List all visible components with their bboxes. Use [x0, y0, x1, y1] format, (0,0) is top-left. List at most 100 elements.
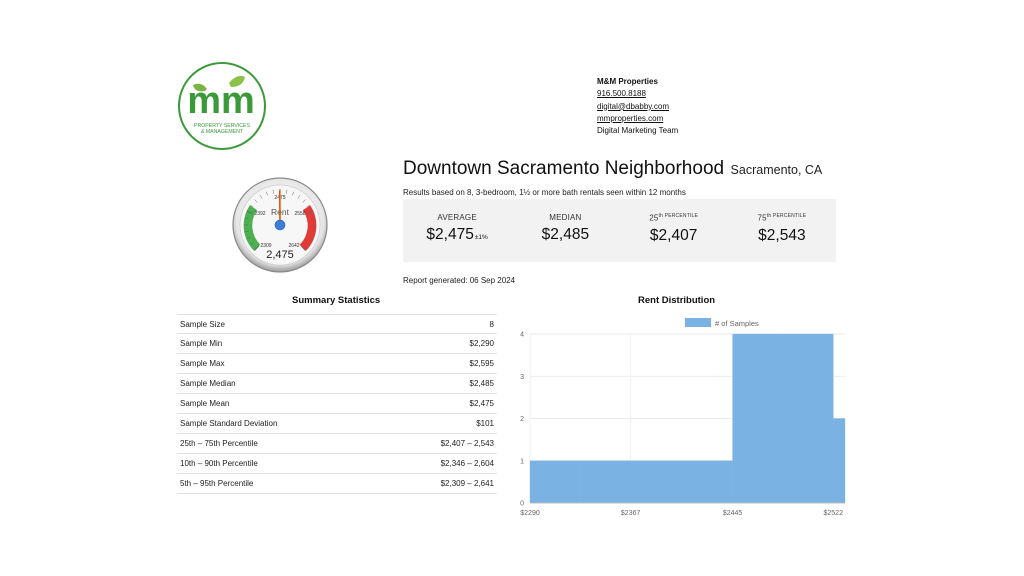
histogram-bar — [833, 418, 846, 504]
gauge-tick-mark — [307, 210, 314, 214]
gauge-tick-mark — [311, 230, 316, 233]
gauge-tick-mark — [306, 204, 311, 208]
summary-row: Sample Median $2,485 — [177, 374, 497, 394]
gauge-tick-mark — [306, 242, 311, 246]
results-subtitle: Results based on 8, 3-bedroom, 1½ or mor… — [403, 188, 686, 197]
gauge-tick-mark — [249, 242, 254, 246]
website-link[interactable]: mmproperties.com — [597, 113, 664, 123]
summary-row-label: 25th – 75th Percentile — [180, 439, 258, 448]
stat-median-value: $2,485 — [541, 226, 590, 243]
gauge-tick-mark — [311, 217, 316, 220]
histogram-bar — [732, 333, 784, 504]
gauge-tick-mark — [285, 189, 288, 194]
gauge-tick-bottom-right: 2642 — [288, 243, 299, 249]
rent-gauge: 2475 2392 2558 2309 2642 Rent 2,475 — [232, 177, 328, 273]
location-label: Sacramento, CA — [730, 163, 823, 177]
y-tick-label: 1 — [520, 458, 524, 465]
gauge-green-band — [243, 205, 261, 251]
stat-p75: 75th PERCENTILE $2,543 — [728, 199, 836, 262]
histogram-bar — [580, 460, 631, 504]
legend-swatch — [685, 318, 711, 327]
gauge-tick-left: 2392 — [254, 211, 265, 217]
summary-row: Sample Min $2,290 — [177, 334, 497, 354]
x-tick-label: $2522 — [824, 510, 844, 517]
stat-average-value: $2,475 — [426, 226, 474, 243]
summary-row-label: 10th – 90th Percentile — [180, 459, 258, 468]
summary-row-label: Sample Min — [180, 339, 223, 348]
stat-p75-suffix: th PERCENTILE — [766, 213, 807, 219]
y-tick-label: 0 — [520, 501, 524, 508]
stat-p25: 25th PERCENTILE $2,407 — [620, 199, 728, 262]
summary-row-label: Sample Standard Deviation — [180, 419, 278, 428]
logo-tagline-line1: PROPERTY SERVICES — [194, 123, 250, 129]
summary-row-value: $2,290 — [469, 339, 494, 348]
key-stats-panel: AVERAGE $2,475±1% MEDIAN $2,485 25th PER… — [403, 199, 836, 262]
summary-row-value: $2,407 – 2,543 — [440, 439, 494, 448]
summary-row-value: $2,346 – 2,604 — [440, 459, 494, 468]
gauge-tick-mark — [244, 217, 249, 220]
summary-row-value: $2,595 — [469, 359, 494, 368]
gauge-hub — [274, 219, 286, 231]
stat-median-label: MEDIAN — [549, 213, 582, 222]
gauge-tick-mark — [246, 237, 251, 240]
stat-p25-value: $2,407 — [649, 226, 698, 244]
x-tick-label: $2445 — [723, 510, 743, 517]
gauge-tick-right: 2558 — [294, 211, 305, 217]
logo-tagline-line2: & MANAGEMENT — [201, 129, 244, 135]
summary-row-label: Sample Mean — [180, 399, 230, 408]
company-name: M&M Properties — [597, 77, 658, 86]
phone-link[interactable]: 916.500.8188 — [597, 89, 646, 99]
histogram-bar — [630, 460, 682, 504]
histogram-bar — [681, 460, 733, 504]
summary-row: 5th – 95th Percentile $2,309 – 2,641 — [177, 474, 497, 494]
gauge-ticks — [244, 189, 316, 251]
histogram-bar — [529, 460, 581, 504]
y-tick-label: 4 — [520, 332, 524, 339]
contact-block: M&M Properties 916.500.8188 digital@dbab… — [597, 76, 678, 137]
gauge-tick-mark — [300, 245, 306, 251]
summary-title: Summary Statistics — [292, 295, 381, 306]
page-title: Downtown Sacramento Neighborhood Sacrame… — [403, 158, 822, 180]
summary-row: Sample Mean $2,475 — [177, 394, 497, 414]
summary-row-value: $2,309 – 2,641 — [440, 479, 494, 488]
email-link[interactable]: digital@dbabby.com — [597, 101, 670, 111]
stat-p25-prefix: 25 — [649, 213, 659, 223]
summary-row-value: $2,475 — [469, 399, 494, 408]
gauge-value: 2,475 — [266, 249, 294, 261]
gauge-tick-mark — [246, 210, 253, 214]
summary-row: Sample Standard Deviation $101 — [177, 414, 497, 434]
rent-distribution-chart: 0 1 2 3 4 $2290 $2367 $2445 $2522 # of Samples — [520, 318, 846, 517]
summary-row-label: Sample Max — [180, 359, 225, 368]
team-name: Digital Marketing Team — [597, 126, 679, 136]
gauge-tick-bottom-left: 2309 — [260, 243, 271, 249]
summary-table: Sample Size 8 Sample Min $2,290 Sample Max $2… — [177, 314, 497, 494]
summary-row-value: 8 — [489, 319, 494, 329]
summary-row: 10th – 90th Percentile $2,346 – 2,604 — [177, 454, 497, 474]
summary-row-value: $101 — [476, 419, 494, 428]
x-tick-label: $2290 — [520, 510, 540, 517]
summary-row-value: $2,485 — [469, 379, 494, 388]
gauge-tick-mark — [244, 230, 249, 233]
gauge-tick-mark — [265, 191, 268, 196]
stat-average: AVERAGE $2,475±1% — [403, 199, 511, 262]
stat-average-label: AVERAGE — [437, 213, 477, 222]
stat-median: MEDIAN $2,485 — [511, 199, 619, 262]
leaf-icon — [193, 83, 207, 92]
gauge-tick-mark — [297, 194, 301, 199]
stat-p25-suffix: th PERCENTILE — [658, 213, 699, 219]
report-generated-date: Report generated: 06 Sep 2024 — [403, 276, 516, 285]
summary-row-label: Sample Size — [180, 319, 225, 329]
histogram-bar — [782, 333, 834, 504]
summary-row: 25th – 75th Percentile $2,407 – 2,543 — [177, 434, 497, 454]
chart-title: Rent Distribution — [638, 295, 716, 306]
summary-row-label: Sample Median — [180, 379, 236, 388]
legend-label: # of Samples — [715, 319, 759, 328]
summary-row-label: 5th – 95th Percentile — [180, 479, 254, 488]
leaf-icon — [229, 75, 245, 87]
stat-p75-prefix: 75 — [757, 213, 767, 223]
summary-row: Sample Max $2,595 — [177, 354, 497, 374]
gauge-tick-mark — [249, 204, 254, 208]
x-tick-label: $2367 — [621, 510, 641, 517]
summary-row: Sample Size 8 — [177, 314, 497, 334]
gauge-tick-mark — [254, 199, 258, 203]
